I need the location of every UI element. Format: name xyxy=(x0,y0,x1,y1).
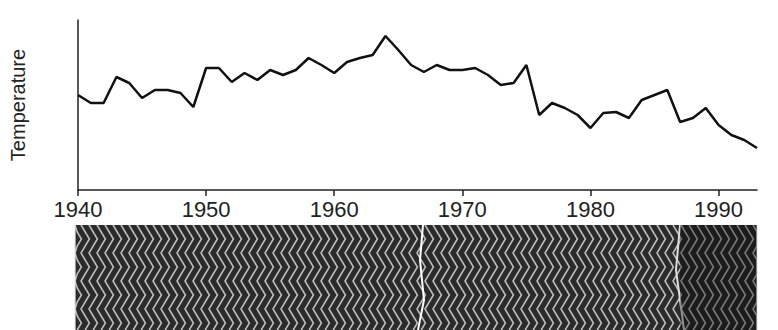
svg-text:1950: 1950 xyxy=(182,197,231,222)
svg-text:Temperature: Temperature xyxy=(7,49,29,161)
svg-text:1960: 1960 xyxy=(310,197,359,222)
svg-text:1990: 1990 xyxy=(694,197,743,222)
svg-text:1980: 1980 xyxy=(566,197,615,222)
svg-text:1970: 1970 xyxy=(438,197,487,222)
svg-text:1940: 1940 xyxy=(54,197,103,222)
